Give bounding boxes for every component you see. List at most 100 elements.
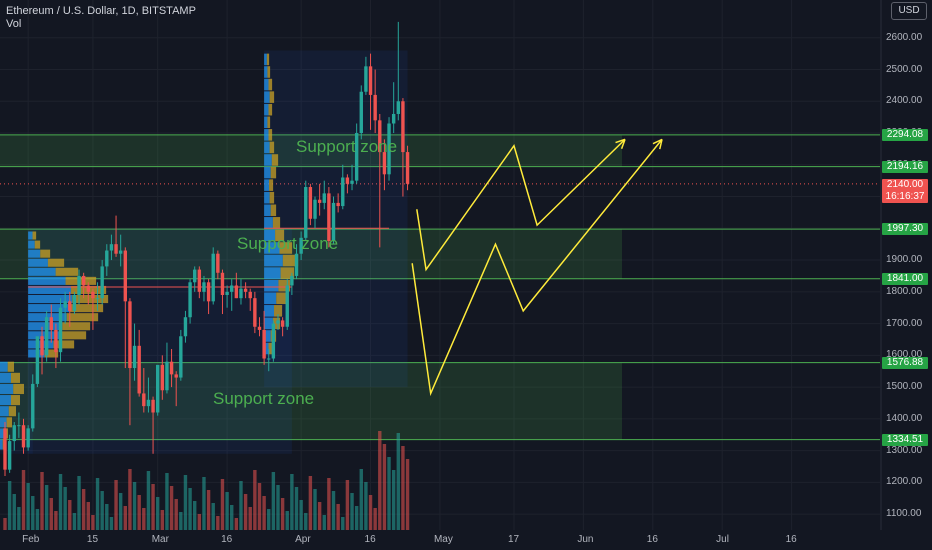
candle [174,374,178,378]
candle [345,177,350,184]
candle [31,383,35,429]
candle [123,250,128,302]
candle [382,152,387,175]
volume-profile-bar [268,103,273,116]
volume-bar [77,476,81,530]
level-tag: 2194.16 [882,160,928,173]
level-tag: 2294.08 [882,128,928,141]
time-tick-label: 17 [507,534,520,545]
volume-profile-bar [264,305,275,317]
volume-profile-range [264,50,408,388]
price-tick-label: 1600.00 [886,349,923,361]
volume-profile-bar [279,242,293,254]
volume-profile-bar [28,276,66,285]
candle [234,285,239,299]
candle [7,441,12,470]
candle [262,329,266,359]
candle [368,66,373,95]
projection-arrowhead [652,138,663,145]
volume-bar [86,502,90,530]
candle [285,285,289,327]
volume-profile-bar [276,292,287,305]
support-zone-label-upper: Support zone [296,137,398,156]
volume-profile-bar [264,292,277,305]
level-tag: 1576.88 [882,356,928,369]
volume-bar [271,472,276,530]
candle [44,317,49,356]
time-tick-label: Jun [577,534,594,545]
volume-bar [331,491,336,530]
volume-bar [230,505,234,530]
volume-profile-bar [270,166,277,179]
candle [86,285,90,292]
current-price: 2140.00 [886,179,924,190]
candle [211,253,215,302]
candle [118,250,123,254]
volume-profile-bar [0,439,3,450]
candle [114,244,118,254]
volume-profile-bar [34,240,41,249]
time-tick-label: 16 [785,534,797,545]
candle [391,113,396,124]
volume-bar [44,485,49,530]
candle [364,66,368,92]
candle [331,202,336,242]
candle [54,329,58,353]
candle [230,285,234,292]
volume-profile-bar [268,129,273,141]
price-tick-label: 1400.00 [886,412,923,424]
candle [322,193,326,203]
volume-bar [151,484,155,530]
volume-bar [304,513,308,530]
volume-bar [234,518,239,530]
level-tag: 1997.30 [882,223,928,236]
candle [350,180,354,184]
volume-profile-bar [0,406,9,417]
candle [160,364,165,391]
candle [405,152,410,184]
volume-bar [137,495,141,530]
volume-bar [26,483,30,530]
volume-profile-bar [264,217,273,229]
price-tick-label: 1200.00 [886,476,923,488]
current-price-badge: 2140.00 16:16:37 [882,179,928,203]
volume-profile-bar [275,229,285,242]
currency-button[interactable]: USD [891,2,927,20]
volume-bar [290,474,294,530]
volume-profile-bar [0,361,8,372]
volume-profile-bar [264,279,279,292]
volume-bar [188,488,192,530]
volume-profile-bar [66,313,99,322]
volume-bar [378,431,382,530]
volume-bar [299,500,303,530]
volume-bar [132,482,137,530]
candle [401,101,405,153]
candle [3,428,7,470]
volume-bar [267,509,271,530]
candle [105,250,109,267]
volume-profile-bar [270,204,277,217]
level-tag: 1841.00 [882,272,928,285]
volume-profile-bar [28,304,70,313]
volume-bar [354,506,359,530]
volume-profile-bar [264,66,268,78]
time-tick-label: Mar [151,534,169,545]
volume-bar [285,511,289,530]
candle [193,269,197,283]
candle [294,253,299,276]
volume-bar [262,496,266,530]
time-tick-label: 15 [86,534,99,545]
candle [248,291,252,299]
volume-profile-bar [282,254,299,267]
volume-bar [58,474,63,530]
volume-bar [100,491,104,530]
volume-bar [155,497,160,530]
volume-bar [206,490,211,530]
candle [68,301,72,311]
projection-path [411,138,663,397]
candle [202,282,206,292]
volume-bar [202,477,206,530]
candle [271,323,276,359]
candle [17,425,21,427]
